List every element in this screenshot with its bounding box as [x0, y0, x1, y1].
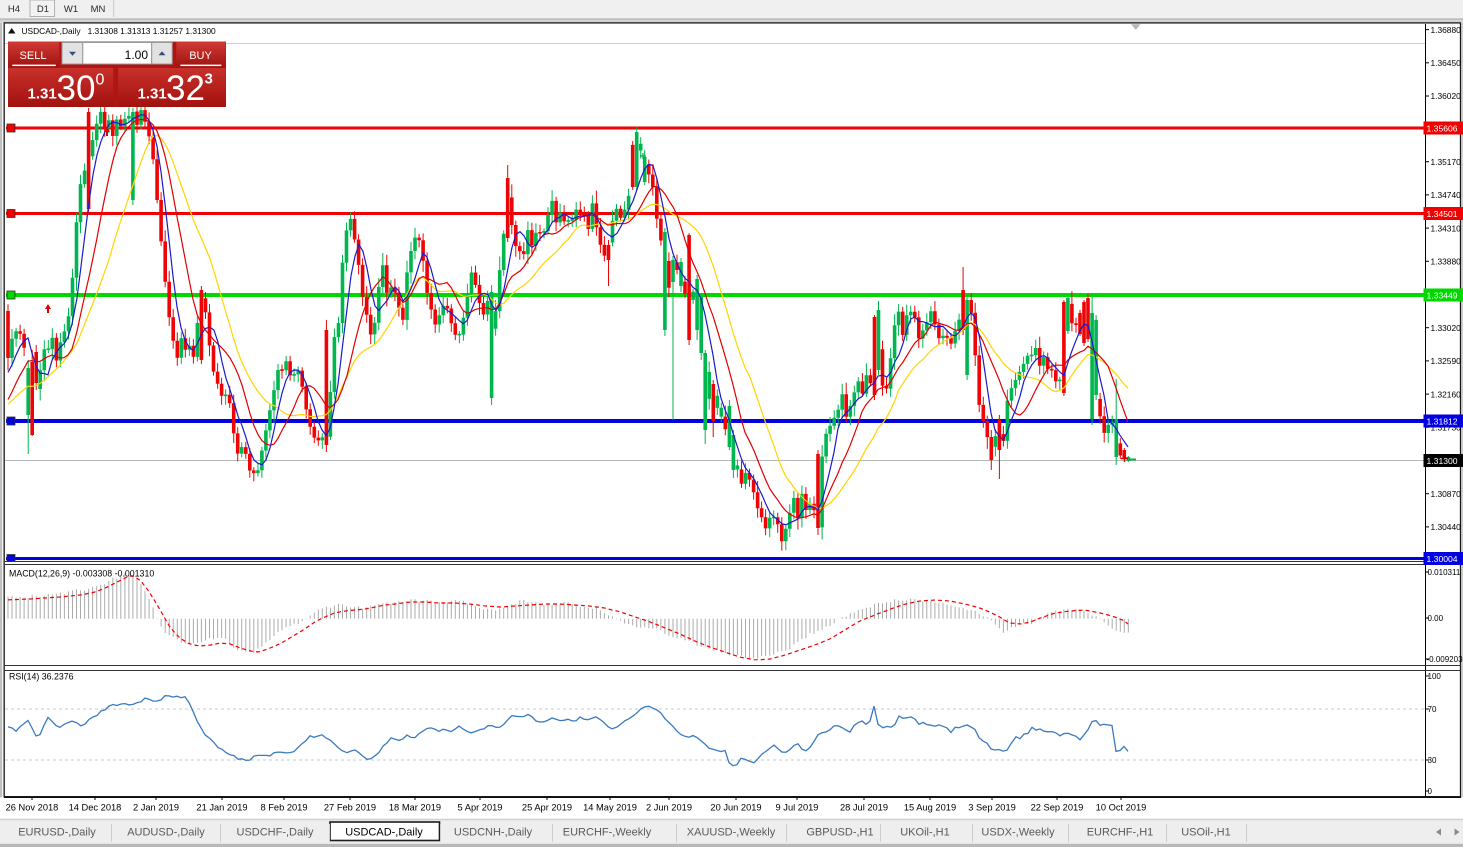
svg-text:SELL: SELL — [20, 50, 47, 62]
svg-text:1.31: 1.31 — [28, 86, 57, 103]
svg-text:3 Sep 2019: 3 Sep 2019 — [968, 803, 1016, 813]
svg-text:26 Nov 2018: 26 Nov 2018 — [6, 803, 59, 813]
svg-text:USDCAD-,Daily: USDCAD-,Daily — [345, 827, 423, 839]
svg-text:2 Jan 2019: 2 Jan 2019 — [133, 803, 179, 813]
svg-text:RSI(14) 36.2376: RSI(14) 36.2376 — [9, 672, 74, 682]
svg-text:9 Jul 2019: 9 Jul 2019 — [776, 803, 819, 813]
svg-text:1.33449: 1.33449 — [1427, 291, 1458, 301]
svg-text:-0.009203: -0.009203 — [1427, 655, 1463, 664]
svg-text:USDX-,Weekly: USDX-,Weekly — [981, 827, 1055, 839]
svg-text:1.36020: 1.36020 — [1431, 91, 1462, 101]
svg-text:0: 0 — [96, 72, 105, 89]
svg-text:2 Jun 2019: 2 Jun 2019 — [646, 803, 692, 813]
svg-text:XAUUSD-,Weekly: XAUUSD-,Weekly — [687, 827, 776, 839]
svg-text:D1: D1 — [37, 4, 49, 15]
svg-text:28 Jul 2019: 28 Jul 2019 — [840, 803, 888, 813]
svg-text:18 Mar 2019: 18 Mar 2019 — [389, 803, 441, 813]
svg-text:70: 70 — [1428, 705, 1437, 714]
svg-text:1.35170: 1.35170 — [1431, 157, 1462, 167]
svg-text:1.30004: 1.30004 — [1427, 554, 1458, 564]
svg-text:1.35606: 1.35606 — [1427, 124, 1458, 134]
svg-text:100: 100 — [1428, 672, 1442, 681]
svg-text:1.31300: 1.31300 — [1427, 456, 1458, 466]
svg-text:22 Sep 2019: 22 Sep 2019 — [1031, 803, 1084, 813]
svg-text:30: 30 — [1428, 756, 1437, 765]
svg-text:1.30440: 1.30440 — [1431, 522, 1462, 532]
svg-text:3: 3 — [205, 71, 213, 88]
svg-text:EURCHF-,Weekly: EURCHF-,Weekly — [563, 827, 652, 839]
svg-text:1.00: 1.00 — [125, 48, 149, 62]
svg-text:USDCNH-,Daily: USDCNH-,Daily — [454, 827, 533, 839]
svg-text:0.00: 0.00 — [1428, 614, 1444, 623]
svg-text:1.34310: 1.34310 — [1431, 223, 1462, 233]
svg-text:20 Jun 2019: 20 Jun 2019 — [710, 803, 761, 813]
svg-text:14 Dec 2018: 14 Dec 2018 — [69, 803, 122, 813]
svg-text:1.33880: 1.33880 — [1431, 257, 1462, 267]
svg-text:1.32160: 1.32160 — [1431, 389, 1462, 399]
svg-text:GBPUSD-,H1: GBPUSD-,H1 — [806, 827, 873, 839]
svg-text:1.34501: 1.34501 — [1427, 209, 1458, 219]
svg-text:1.30870: 1.30870 — [1431, 489, 1462, 499]
svg-text:MACD(12,26,9) -0.003308 -0.001: MACD(12,26,9) -0.003308 -0.001310 — [9, 569, 154, 579]
svg-text:AUDUSD-,Daily: AUDUSD-,Daily — [127, 827, 205, 839]
svg-text:MN: MN — [91, 4, 106, 15]
svg-text:1.31812: 1.31812 — [1427, 417, 1458, 427]
svg-text:1.34740: 1.34740 — [1431, 190, 1462, 200]
svg-text:10 Oct 2019: 10 Oct 2019 — [1096, 803, 1147, 813]
svg-text:USDCHF-,Daily: USDCHF-,Daily — [237, 827, 315, 839]
svg-text:W1: W1 — [64, 4, 78, 15]
svg-text:1.36450: 1.36450 — [1431, 58, 1462, 68]
svg-text:1.32590: 1.32590 — [1431, 356, 1462, 366]
svg-text:25 Apr 2019: 25 Apr 2019 — [522, 803, 572, 813]
svg-text:0.010311: 0.010311 — [1428, 568, 1461, 577]
svg-text:21 Jan 2019: 21 Jan 2019 — [196, 803, 247, 813]
svg-text:USDCAD-,Daily 1.31308 1.3131: USDCAD-,Daily 1.31308 1.31313 1.31257 1.… — [22, 26, 216, 36]
svg-text:H4: H4 — [8, 4, 20, 15]
svg-text:8 Feb 2019: 8 Feb 2019 — [260, 803, 307, 813]
svg-text:0: 0 — [1428, 787, 1433, 796]
svg-text:14 May 2019: 14 May 2019 — [583, 803, 637, 813]
svg-text:BUY: BUY — [189, 50, 212, 62]
svg-text:1.36880: 1.36880 — [1431, 25, 1462, 35]
svg-text:27 Feb 2019: 27 Feb 2019 — [324, 803, 376, 813]
svg-text:32: 32 — [166, 69, 205, 108]
svg-text:30: 30 — [57, 69, 96, 108]
svg-text:USOil-,H1: USOil-,H1 — [1181, 827, 1231, 839]
svg-text:5 Apr 2019: 5 Apr 2019 — [458, 803, 503, 813]
svg-text:15 Aug 2019: 15 Aug 2019 — [904, 803, 956, 813]
svg-text:1.33020: 1.33020 — [1431, 323, 1462, 333]
svg-text:UKOil-,H1: UKOil-,H1 — [900, 827, 950, 839]
svg-text:EURUSD-,Daily: EURUSD-,Daily — [18, 827, 96, 839]
svg-text:1.31: 1.31 — [138, 86, 167, 103]
svg-text:EURCHF-,H1: EURCHF-,H1 — [1087, 827, 1154, 839]
